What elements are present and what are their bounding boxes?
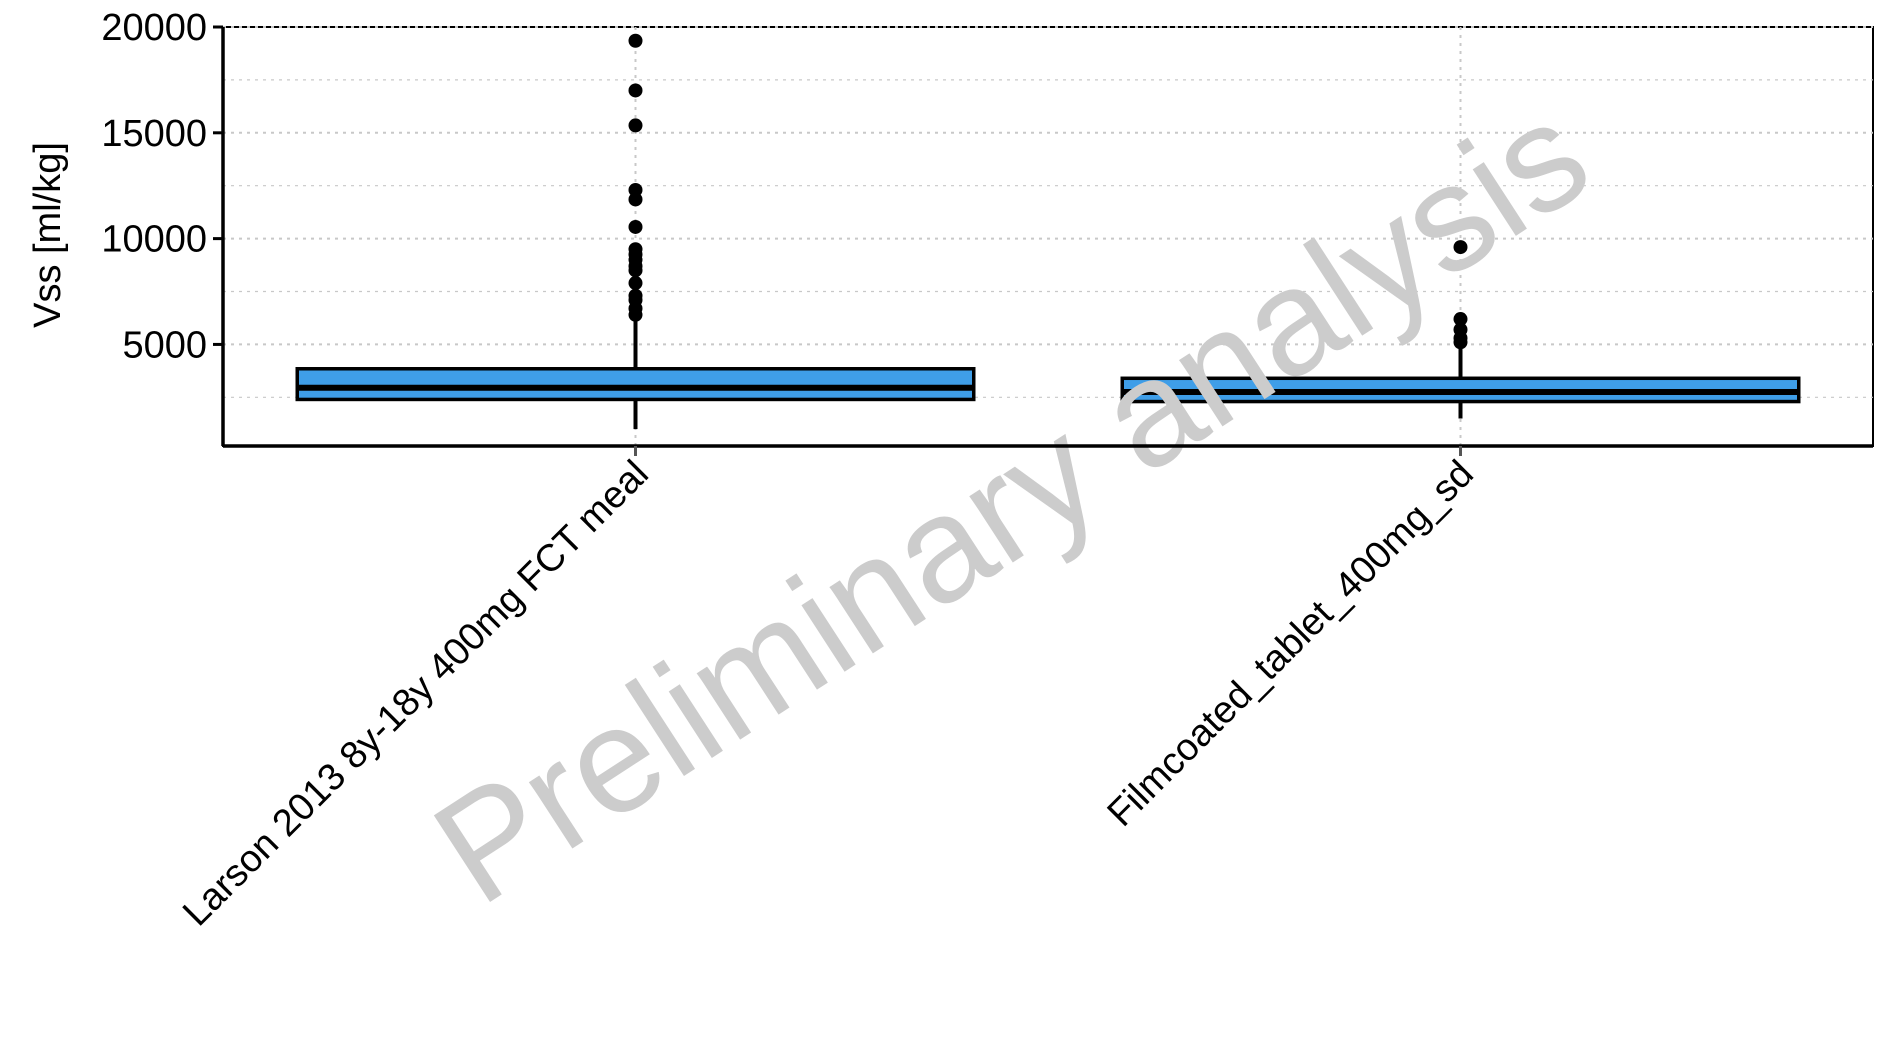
outlier-point <box>628 276 643 291</box>
outlier-point <box>1453 240 1468 255</box>
outlier-point <box>628 263 643 278</box>
box-group <box>295 33 976 430</box>
box-iqr <box>295 367 976 402</box>
y-tick-label: 20000 <box>101 7 207 49</box>
x-tick-label: Filmcoated_tablet_400mg_sd <box>1100 453 1482 835</box>
outlier-point <box>628 307 643 322</box>
outlier-point <box>1453 312 1468 327</box>
box-group <box>1120 240 1801 419</box>
boxes <box>295 33 1801 430</box>
y-axis-title: Vss [ml/kg] <box>27 142 69 328</box>
outlier-point <box>628 192 643 207</box>
outlier-point <box>1453 335 1468 350</box>
y-tick-label: 5000 <box>122 324 207 366</box>
axes <box>213 25 1873 456</box>
outlier-point <box>628 83 643 98</box>
y-tick-labels: 5000 10000 15000 20000 <box>101 7 207 366</box>
outlier-point <box>628 118 643 133</box>
y-tick-label: 10000 <box>101 219 207 261</box>
outlier-point <box>628 33 643 48</box>
outlier-point <box>628 219 643 234</box>
y-tick-label: 15000 <box>101 113 207 155</box>
